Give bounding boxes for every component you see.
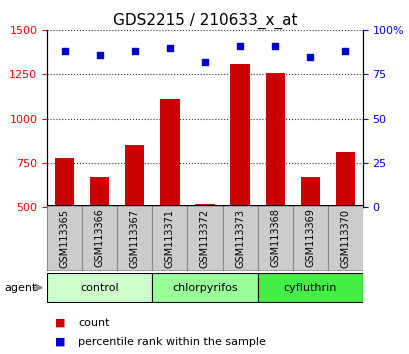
Bar: [160, 99, 179, 207]
Bar: [82, 205, 117, 271]
Text: count: count: [78, 318, 109, 328]
Point: [131, 48, 138, 54]
Text: chlorpyrifos: chlorpyrifos: [172, 282, 237, 293]
Bar: [300, 177, 319, 207]
Text: GSM113368: GSM113368: [270, 209, 279, 268]
Text: control: control: [80, 282, 119, 293]
Text: GSM113365: GSM113365: [60, 209, 70, 268]
Bar: [47, 273, 152, 302]
Bar: [152, 205, 187, 271]
Point: [271, 43, 278, 49]
Bar: [47, 205, 82, 271]
Bar: [327, 205, 362, 271]
Text: GSM113370: GSM113370: [339, 209, 349, 268]
Bar: [55, 158, 74, 207]
Bar: [125, 145, 144, 207]
Bar: [335, 152, 354, 207]
Text: GSM113371: GSM113371: [164, 209, 175, 268]
Bar: [265, 73, 284, 207]
Bar: [90, 177, 109, 207]
Bar: [257, 273, 362, 302]
Text: cyfluthrin: cyfluthrin: [283, 282, 336, 293]
Bar: [292, 205, 327, 271]
Bar: [230, 64, 249, 207]
Point: [201, 59, 208, 65]
Bar: [187, 205, 222, 271]
Point: [306, 54, 313, 59]
Text: ■: ■: [55, 318, 66, 328]
Bar: [222, 205, 257, 271]
Text: GSM113372: GSM113372: [200, 209, 209, 268]
Text: GSM113366: GSM113366: [94, 209, 105, 268]
Bar: [195, 204, 214, 207]
Point: [96, 52, 103, 58]
Bar: [257, 205, 292, 271]
Text: GSM113369: GSM113369: [304, 209, 315, 268]
Text: agent: agent: [4, 282, 36, 293]
Text: percentile rank within the sample: percentile rank within the sample: [78, 337, 265, 347]
Text: ■: ■: [55, 337, 66, 347]
Point: [61, 48, 68, 54]
Text: GSM113367: GSM113367: [130, 209, 139, 268]
Bar: [152, 273, 257, 302]
Point: [341, 48, 348, 54]
Point: [166, 45, 173, 51]
Bar: [117, 205, 152, 271]
Point: [236, 43, 243, 49]
Text: GSM113373: GSM113373: [234, 209, 245, 268]
Text: GDS2215 / 210633_x_at: GDS2215 / 210633_x_at: [112, 12, 297, 29]
